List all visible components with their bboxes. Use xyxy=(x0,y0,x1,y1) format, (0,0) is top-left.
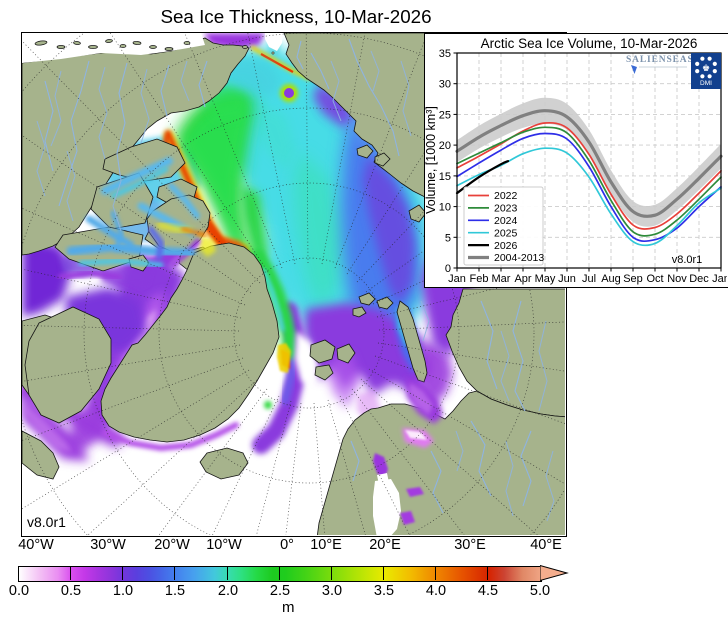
svg-text:May: May xyxy=(535,273,556,285)
svg-text:35: 35 xyxy=(439,48,451,60)
svg-text:Jul: Jul xyxy=(582,273,596,285)
svg-text:15: 15 xyxy=(439,171,451,183)
svg-text:5: 5 xyxy=(445,232,451,244)
svg-text:Jan: Jan xyxy=(448,273,466,285)
svg-text:0: 0 xyxy=(445,263,451,275)
svg-text:25: 25 xyxy=(439,109,451,121)
svg-text:2024: 2024 xyxy=(494,215,518,227)
svg-text:2026: 2026 xyxy=(494,240,518,252)
svg-text:♚: ♚ xyxy=(702,63,710,73)
svg-text:2022: 2022 xyxy=(494,190,518,202)
svg-text:Oct: Oct xyxy=(646,273,663,285)
svg-text:SALIENSEAS: SALIENSEAS xyxy=(626,55,694,65)
svg-text:Feb: Feb xyxy=(470,273,489,285)
svg-text:Apr: Apr xyxy=(514,273,531,285)
svg-text:Nov: Nov xyxy=(667,273,687,285)
svg-text:v8.0r1: v8.0r1 xyxy=(672,254,703,266)
svg-text:2025: 2025 xyxy=(494,227,518,239)
svg-text:10: 10 xyxy=(439,202,451,214)
svg-text:2004-2013: 2004-2013 xyxy=(494,252,544,264)
svg-text:Sep: Sep xyxy=(623,273,643,285)
svg-text:2023: 2023 xyxy=(494,203,518,215)
svg-text:Volume, [1000 km³]: Volume, [1000 km³] xyxy=(425,106,438,214)
svg-text:Jun: Jun xyxy=(558,273,576,285)
svg-text:Arctic Sea Ice Volume, 10-Mar-: Arctic Sea Ice Volume, 10-Mar-2026 xyxy=(481,36,698,51)
svg-text:Mar: Mar xyxy=(492,273,511,285)
svg-text:DMI: DMI xyxy=(700,80,712,87)
svg-text:20: 20 xyxy=(439,140,451,152)
svg-text:Jan: Jan xyxy=(712,273,727,285)
svg-text:30: 30 xyxy=(439,79,451,91)
svg-text:Dec: Dec xyxy=(689,273,709,285)
svg-text:Aug: Aug xyxy=(601,273,621,285)
